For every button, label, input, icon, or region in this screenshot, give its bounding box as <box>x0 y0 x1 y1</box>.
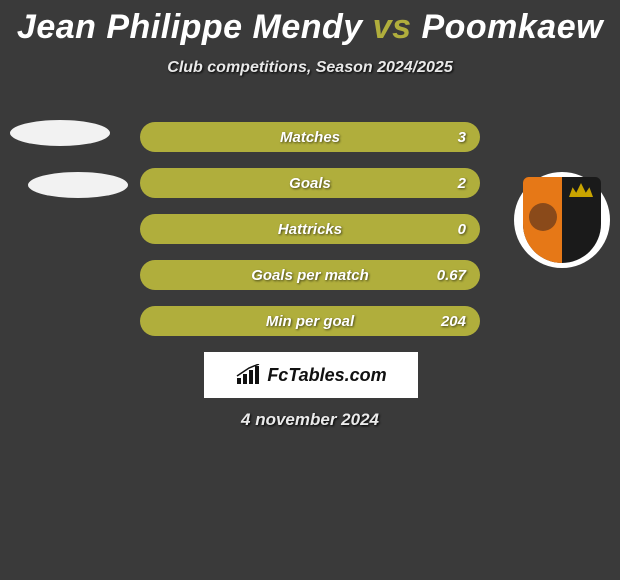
stat-label: Hattricks <box>278 221 342 238</box>
stat-label: Goals per match <box>251 267 369 284</box>
stat-value: 204 <box>441 313 466 330</box>
stat-bar-goals: Goals 2 <box>140 168 480 198</box>
badge-crown-icon <box>569 183 593 197</box>
comparison-title: Jean Philippe Mendy vs Poomkaew <box>0 0 620 47</box>
player1-avatar-placeholder <box>10 120 110 220</box>
chart-icon <box>235 364 261 386</box>
badge-lion-icon <box>529 203 557 231</box>
badge-shield <box>523 177 601 263</box>
badge-circle <box>514 172 610 268</box>
vs-text: vs <box>373 8 412 46</box>
stat-value: 2 <box>458 175 466 192</box>
stat-bars: Matches 3 Goals 2 Hattricks 0 Goals per … <box>140 122 480 352</box>
subtitle: Club competitions, Season 2024/2025 <box>0 59 620 77</box>
stat-label: Min per goal <box>266 313 354 330</box>
stat-bar-goals-per-match: Goals per match 0.67 <box>140 260 480 290</box>
brand-box: FcTables.com <box>204 352 418 398</box>
player2-name: Poomkaew <box>421 8 603 46</box>
stat-value: 3 <box>458 129 466 146</box>
player2-club-badge <box>510 172 610 272</box>
date-text: 4 november 2024 <box>0 410 620 430</box>
stat-bar-matches: Matches 3 <box>140 122 480 152</box>
stat-value: 0 <box>458 221 466 238</box>
avatar-ellipse <box>10 120 110 146</box>
stat-label: Matches <box>280 129 340 146</box>
stat-label: Goals <box>289 175 331 192</box>
stat-value: 0.67 <box>437 267 466 284</box>
brand-text: FcTables.com <box>267 365 386 386</box>
avatar-ellipse <box>28 172 128 198</box>
player1-name: Jean Philippe Mendy <box>17 8 363 46</box>
stat-bar-min-per-goal: Min per goal 204 <box>140 306 480 336</box>
stat-bar-hattricks: Hattricks 0 <box>140 214 480 244</box>
